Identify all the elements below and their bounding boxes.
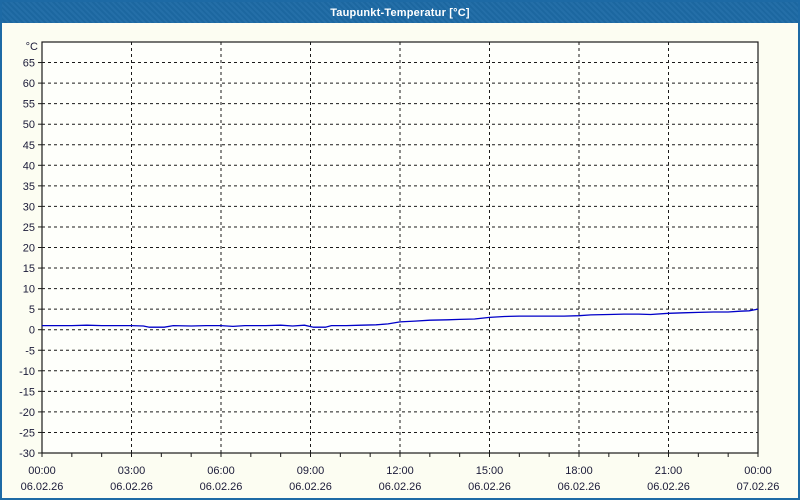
y-tick-label: 30: [23, 201, 35, 213]
x-tick-time-label: 06:00: [207, 465, 235, 477]
chart-area: 65 60 55 50 45 40 35 30 25 20 15 10 5 0 -5 -10 -15 -20 -25…: [2, 23, 798, 498]
y-tick-label: 5: [29, 304, 35, 316]
dewpoint-series-line: [42, 308, 759, 328]
x-tick-time-label: 21:00: [655, 465, 683, 477]
x-tick-time-label: 03:00: [118, 465, 146, 477]
y-tick-label: 65: [23, 58, 35, 70]
y-tick-label: -25: [19, 427, 35, 439]
y-tick-label: 50: [23, 119, 35, 131]
x-tick-time-label: 12:00: [386, 465, 414, 477]
y-tick-label: -15: [19, 386, 35, 398]
dewpoint-temperature-chart: 65605550454035302520151050-5-10-15-20-25…: [19, 41, 780, 493]
window-titlebar[interactable]: Taupunkt-Temperatur [°C]: [2, 2, 798, 23]
x-tick-date-label: 06.02.26: [21, 481, 64, 493]
y-tick-label: -5: [25, 345, 35, 357]
plot-border: [41, 41, 759, 454]
y-tick-label: 45: [23, 140, 35, 152]
x-tick-date-label: 06.02.26: [289, 481, 332, 493]
y-tick-label: 60: [23, 78, 35, 90]
x-tick-time-label: 15:00: [476, 465, 504, 477]
x-tick-date-label: 07.02.26: [737, 481, 780, 493]
y-tick-label: 25: [23, 222, 35, 234]
x-tick-date-label: 06.02.26: [558, 481, 601, 493]
y-tick-label: -10: [19, 366, 35, 378]
x-tick-time-label: 09:00: [297, 465, 325, 477]
x-tick-date-label: 06.02.26: [200, 481, 243, 493]
y-tick-label: 15: [23, 263, 35, 275]
y-tick-label: -30: [19, 448, 35, 460]
y-axis-unit-label: °C: [26, 41, 38, 53]
x-tick-time-label: 18:00: [565, 465, 593, 477]
window-title: Taupunkt-Temperatur [°C]: [330, 6, 470, 19]
y-tick-label: 20: [23, 243, 35, 255]
x-tick-time-label: 00:00: [744, 465, 772, 477]
y-tick-label: 40: [23, 160, 35, 172]
x-tick-date-label: 06.02.26: [647, 481, 690, 493]
x-tick-time-label: 00:00: [28, 465, 56, 477]
y-tick-label: 0: [29, 325, 35, 337]
x-tick-date-label: 06.02.26: [110, 481, 153, 493]
x-tick-date-label: 06.02.26: [468, 481, 511, 493]
y-tick-label: 10: [23, 284, 35, 296]
y-tick-label: 35: [23, 181, 35, 193]
y-tick-label: -20: [19, 407, 35, 419]
x-tick-date-label: 06.02.26: [379, 481, 422, 493]
y-tick-label: 55: [23, 99, 35, 111]
